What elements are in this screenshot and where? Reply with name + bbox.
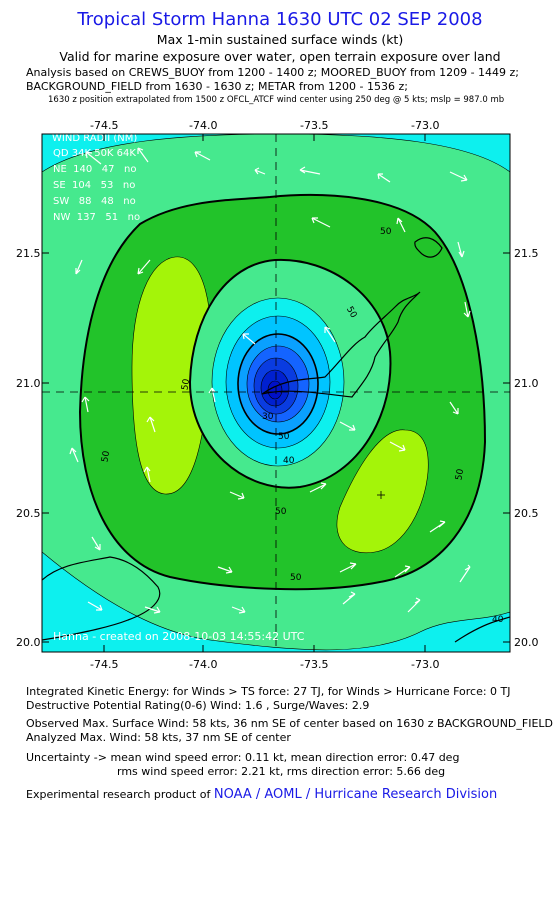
contour-label: 40 [283,456,295,466]
wind-radii-row-sw: SW 88 48 no [53,196,136,207]
coastline-great-inagua [261,291,421,398]
wind-arrow [75,259,83,275]
wind-arrow [146,416,156,433]
analysis-sources-line-2: BACKGROUND_FIELD from 1630 - 1630 z; MET… [26,80,408,93]
wind-arrow [389,441,406,452]
wind-arrow [87,601,103,611]
lat-tick-right: 20.0 [514,636,539,649]
wind-arrow [377,173,391,183]
lon-tick-bottom: -74.5 [90,658,118,671]
wind-arrow [81,396,90,413]
wind-arrow [463,301,471,318]
product-credit-text: Experimental research product of [26,788,214,801]
wind-arrow [242,333,256,345]
lon-tick-bottom: -73.5 [300,658,328,671]
wind-arrow [339,562,357,573]
wind-arrow [69,447,79,463]
subtitle-exposure: Valid for marine exposure over water, op… [59,49,501,64]
wind-vectors [69,147,471,614]
wind-arrow [396,217,406,233]
wind-arrow [309,482,327,493]
contour-label: 40 [492,615,504,625]
wind-field-map: 50 50 50 50 50 50 50 40 40 50 30 WIND RA… [16,119,539,671]
lon-tick-top: -74.5 [90,119,118,132]
wind-arrow [429,520,446,533]
wind-arrow [459,564,471,583]
analysis-sources-line-1: Analysis based on CREWS_BUOY from 1200 -… [26,66,520,79]
subtitle-wind-type: Max 1-min sustained surface winds (kt) [156,32,404,47]
lon-tick-bottom: -74.0 [189,658,217,671]
wind-arrow [457,241,465,258]
wind-arrow [143,466,151,483]
coastline-little-inagua [414,237,443,258]
position-note: 1630 z position extrapolated from 1500 z… [48,95,505,105]
wind-arrow [137,147,149,163]
wind-arrow [324,326,336,343]
lon-tick-bottom: -73.0 [411,658,439,671]
contour-label: 50 [180,378,192,391]
wind-arrow [311,217,331,228]
wind-arrow [407,597,421,613]
plot-frame [41,133,511,653]
wind-arrow [217,566,233,574]
wind-arrow [231,606,246,614]
lon-tick-top: -74.0 [189,119,217,132]
uncertainty-mean: Uncertainty -> mean wind speed error: 0.… [26,751,460,764]
wind-arrow [449,171,468,182]
observed-max-wind: Observed Max. Surface Wind: 58 kts, 36 n… [26,717,554,730]
wind-arrow [394,565,411,578]
wind-arrow [144,606,161,614]
max-wind-marker [377,491,385,499]
wind-radii-row-nw: NW 137 51 no [53,212,140,223]
ike-text: Integrated Kinetic Energy: for Winds > T… [26,685,511,698]
coastline-hispaniola [454,616,510,643]
wind-max-southeast [336,429,429,554]
wind-radii-table: WIND RADII (NM) QD 34K 50K 64K NE 140 47… [52,133,140,223]
wind-arrow [229,491,245,500]
lat-tick-left: 21.5 [16,247,41,260]
lat-tick-right: 21.5 [514,247,539,260]
contour-label: 50 [380,227,392,237]
wind-arrow [137,259,151,275]
lat-tick-left: 20.0 [16,636,41,649]
uncertainty-rms: rms wind speed error: 2.21 kt, rms direc… [117,765,446,778]
coastline-cuba [42,556,161,641]
contour-label: 50 [100,450,112,463]
map-title: Tropical Storm Hanna 1630 UTC 02 SEP 200… [77,9,483,30]
wind-arrow [449,401,459,415]
lat-tick-right: 20.5 [514,507,539,520]
lon-tick-top: -73.0 [411,119,439,132]
wind-radii-row-se: SE 104 53 no [53,180,135,191]
hrd-link[interactable]: NOAA / AOML / Hurricane Research Divisio… [213,787,498,802]
analyzed-max-wind: Analyzed Max. Wind: 58 kts, 37 nm SE of … [26,731,291,744]
contour-label: 50 [278,432,290,442]
wind-radii-columns: QD 34K 50K 64K [53,148,136,159]
lat-tick-left: 20.5 [16,507,41,520]
wind-arrow [91,536,101,551]
wind-radii-row-ne: NE 140 47 no [53,164,137,175]
plot-area: 50 50 50 50 50 50 50 40 40 50 30 WIND RA… [42,133,510,652]
wind-arrow [194,151,211,161]
contour-label: 50 [275,507,287,517]
contour-label: 50 [454,468,466,481]
lat-tick-right: 21.0 [514,377,539,390]
lat-tick-left: 21.0 [16,377,41,390]
wind-center [267,380,283,400]
wind-arrow [208,387,216,403]
lon-tick-top: -73.5 [300,119,328,132]
credit-line: Hanna - created on 2008-10-03 14:55:42 U… [53,630,305,643]
contour-label: 50 [290,573,302,583]
axis-ticks [42,134,510,652]
dpr-text: Destructive Potential Rating(0-6) Wind: … [26,699,370,712]
wind-arrow [339,421,356,431]
contour-label: 30 [262,412,274,422]
wind-radii-header: WIND RADII (NM) [52,133,137,144]
wind-arrow [254,167,266,175]
wind-arrow [342,591,356,605]
wind-arrow [85,151,102,165]
wind-arrow [299,166,321,175]
product-credit: Experimental research product of NOAA / … [26,787,497,802]
